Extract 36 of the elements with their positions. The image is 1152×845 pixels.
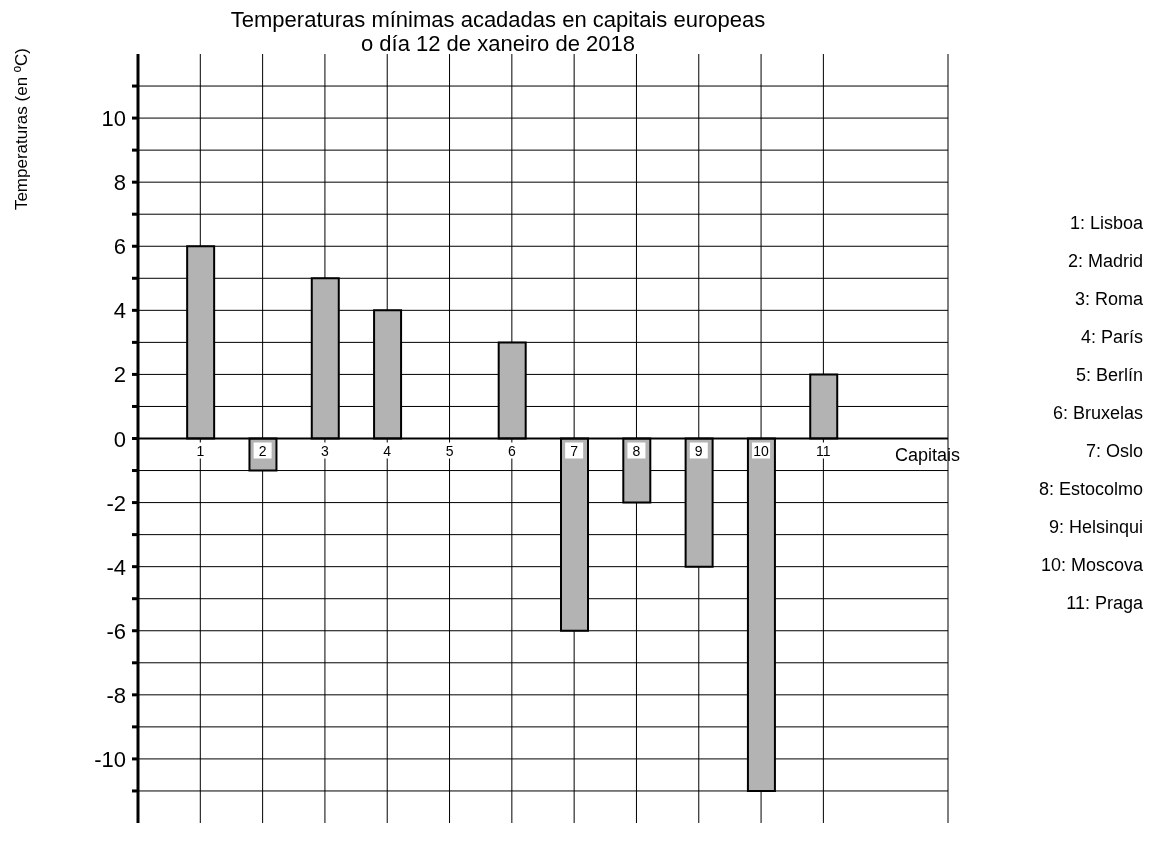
x-tick-label: 11 bbox=[816, 442, 831, 459]
x-tick-label: 1 bbox=[196, 442, 205, 459]
y-tick-label: -8 bbox=[106, 682, 126, 708]
text: 9: Helsinqui bbox=[1047, 517, 1143, 539]
y-tick-label: 10 bbox=[101, 106, 126, 132]
text: 4: París bbox=[1079, 327, 1143, 349]
text: 11: Praga bbox=[1065, 593, 1143, 615]
y-tick-label: -2 bbox=[106, 490, 126, 516]
x-tick-label: 10 bbox=[753, 442, 770, 459]
y-tick-label: 8 bbox=[113, 170, 126, 196]
x-tick-label: 7 bbox=[570, 442, 579, 459]
x-tick-label: 8 bbox=[632, 442, 641, 459]
x-tick-label: 3 bbox=[321, 442, 330, 459]
text: 5: Berlín bbox=[1074, 365, 1143, 387]
text: 8: Estocolmo bbox=[1037, 479, 1143, 501]
x-axis-title: Capitais bbox=[894, 444, 960, 465]
y-tick-label: 6 bbox=[113, 234, 126, 260]
x-tick-label: 6 bbox=[507, 442, 516, 459]
y-tick-label: -4 bbox=[106, 554, 126, 580]
text: 3: Roma bbox=[1073, 289, 1143, 311]
x-tick-label: 5 bbox=[445, 442, 454, 459]
y-tick-label: -6 bbox=[106, 618, 126, 644]
text: 1: Lisboa bbox=[1068, 213, 1143, 235]
y-tick-label: -10 bbox=[94, 746, 126, 772]
text: 2: Madrid bbox=[1066, 251, 1143, 273]
y-tick-label: 4 bbox=[113, 298, 126, 324]
text: 7: Oslo bbox=[1084, 441, 1143, 463]
y-tick-label: 2 bbox=[113, 362, 126, 388]
x-tick-label: 9 bbox=[694, 442, 703, 459]
x-tick-label: 4 bbox=[383, 442, 392, 459]
text: 6: Bruxelas bbox=[1051, 403, 1143, 425]
chart-title: Temperaturas mínimas acadadas en capitais europeas o día 12 de xaneiro de 2018 bbox=[229, 7, 767, 56]
y-axis-title: Temperaturas (en ºC) bbox=[12, 48, 32, 211]
y-tick-label: 0 bbox=[113, 426, 126, 452]
text: 10: Moscova bbox=[1039, 555, 1143, 577]
x-tick-label: 2 bbox=[258, 442, 267, 459]
